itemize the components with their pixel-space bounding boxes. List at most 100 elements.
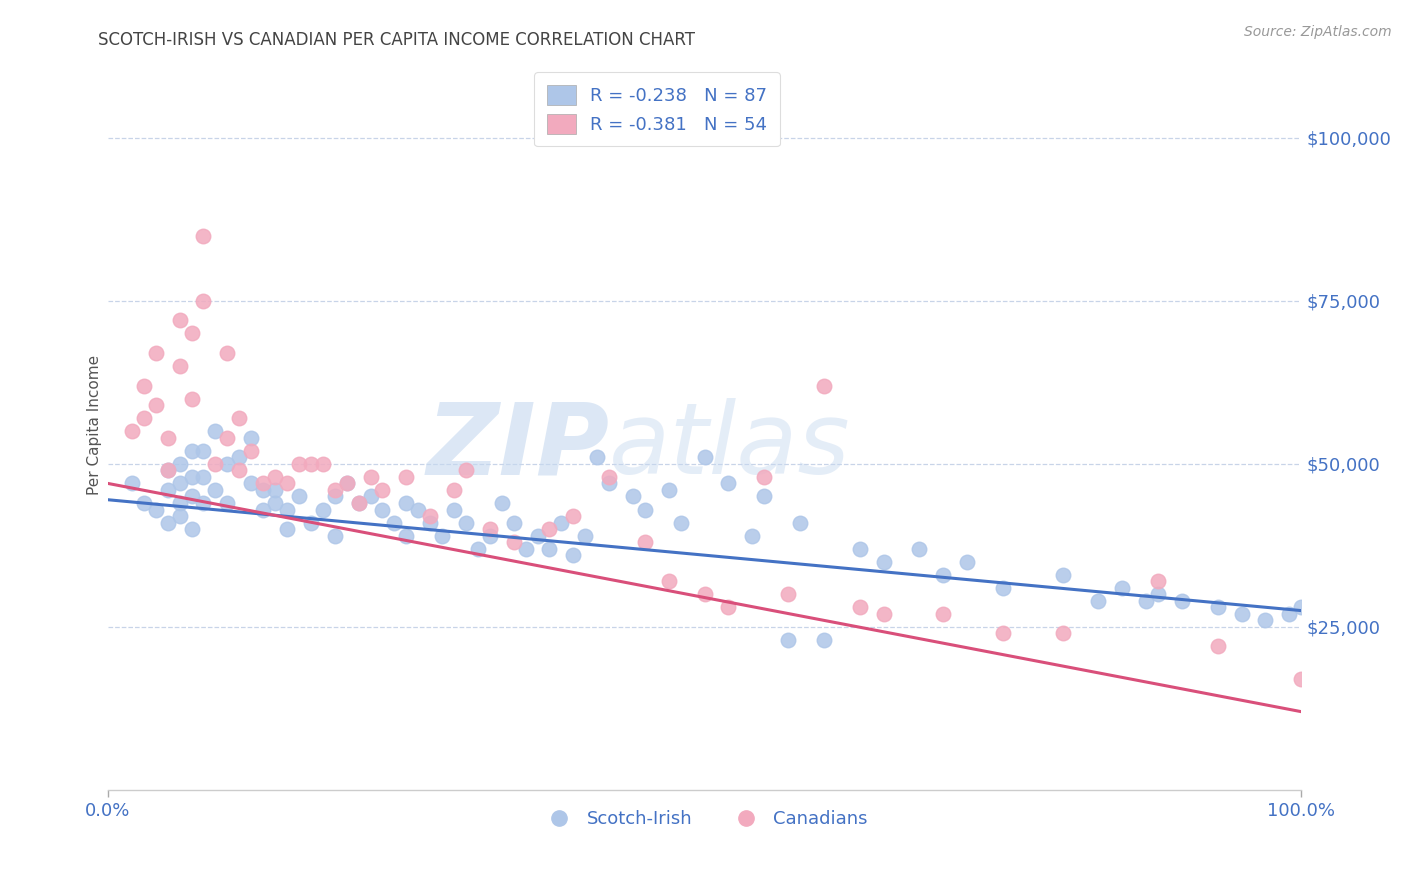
Point (538, 522, 561, 536)
Point (264, 483, 287, 497)
Point (634, 502, 657, 516)
Point (717, 476, 740, 491)
Point (693, 587, 716, 601)
Text: atlas: atlas (609, 398, 851, 495)
Point (252, 476, 274, 491)
Point (217, 431, 239, 445)
Point (932, 567, 955, 582)
Point (156, 431, 179, 445)
Point (276, 476, 298, 491)
Point (121, 476, 143, 491)
Point (371, 502, 394, 516)
Point (145, 398, 167, 412)
Point (336, 476, 359, 491)
Point (478, 528, 501, 542)
Point (145, 346, 167, 360)
Point (478, 522, 501, 536)
Point (515, 541, 537, 556)
Point (180, 392, 202, 406)
Point (754, 470, 776, 484)
Point (598, 476, 620, 491)
Point (848, 541, 870, 556)
Point (169, 313, 191, 327)
Point (193, 293, 215, 308)
Text: ZIP: ZIP (426, 398, 609, 495)
Point (813, 632, 835, 647)
Point (264, 496, 287, 510)
Point (778, 632, 800, 647)
Point (717, 600, 740, 615)
Point (252, 502, 274, 516)
Point (1278, 607, 1301, 621)
Point (1087, 594, 1109, 608)
Point (586, 450, 609, 465)
Point (395, 528, 418, 542)
Point (1147, 574, 1170, 589)
Point (1052, 567, 1074, 582)
Point (848, 600, 870, 615)
Point (193, 496, 215, 510)
Point (932, 607, 955, 621)
Point (443, 502, 465, 516)
Point (1171, 594, 1194, 608)
Point (180, 522, 202, 536)
Point (204, 483, 226, 497)
Point (956, 555, 979, 569)
Point (217, 496, 239, 510)
Point (443, 483, 465, 497)
Point (156, 463, 179, 477)
Point (228, 450, 250, 465)
Y-axis label: Per Capita Income: Per Capita Income (87, 355, 101, 495)
Point (180, 443, 202, 458)
Point (360, 490, 382, 504)
Point (598, 470, 620, 484)
Point (193, 228, 215, 243)
Point (908, 541, 931, 556)
Point (360, 470, 382, 484)
Point (813, 378, 835, 392)
Point (991, 581, 1014, 595)
Point (156, 516, 179, 530)
Point (778, 587, 800, 601)
Point (121, 424, 143, 438)
Point (382, 516, 405, 530)
Point (312, 457, 335, 471)
Point (1052, 626, 1074, 640)
Point (132, 496, 155, 510)
Point (347, 496, 370, 510)
Point (169, 509, 191, 524)
Point (180, 470, 202, 484)
Point (264, 470, 287, 484)
Point (538, 541, 561, 556)
Point (193, 470, 215, 484)
Point (741, 528, 763, 542)
Point (430, 528, 453, 542)
Point (299, 457, 322, 471)
Point (574, 528, 596, 542)
Point (1206, 600, 1229, 615)
Point (204, 424, 226, 438)
Point (156, 483, 179, 497)
Point (872, 555, 894, 569)
Point (872, 607, 894, 621)
Point (1291, 672, 1313, 686)
Point (371, 483, 394, 497)
Point (658, 483, 681, 497)
Point (1206, 640, 1229, 654)
Point (169, 359, 191, 373)
Point (323, 528, 346, 542)
Legend: Scotch-Irish, Canadians: Scotch-Irish, Canadians (534, 803, 875, 836)
Point (454, 463, 477, 477)
Point (491, 496, 513, 510)
Point (1147, 587, 1170, 601)
Point (1291, 600, 1313, 615)
Point (299, 516, 322, 530)
Point (145, 502, 167, 516)
Point (180, 490, 202, 504)
Point (669, 516, 692, 530)
Point (406, 502, 429, 516)
Point (621, 490, 644, 504)
Point (323, 490, 346, 504)
Point (347, 496, 370, 510)
Point (288, 490, 311, 504)
